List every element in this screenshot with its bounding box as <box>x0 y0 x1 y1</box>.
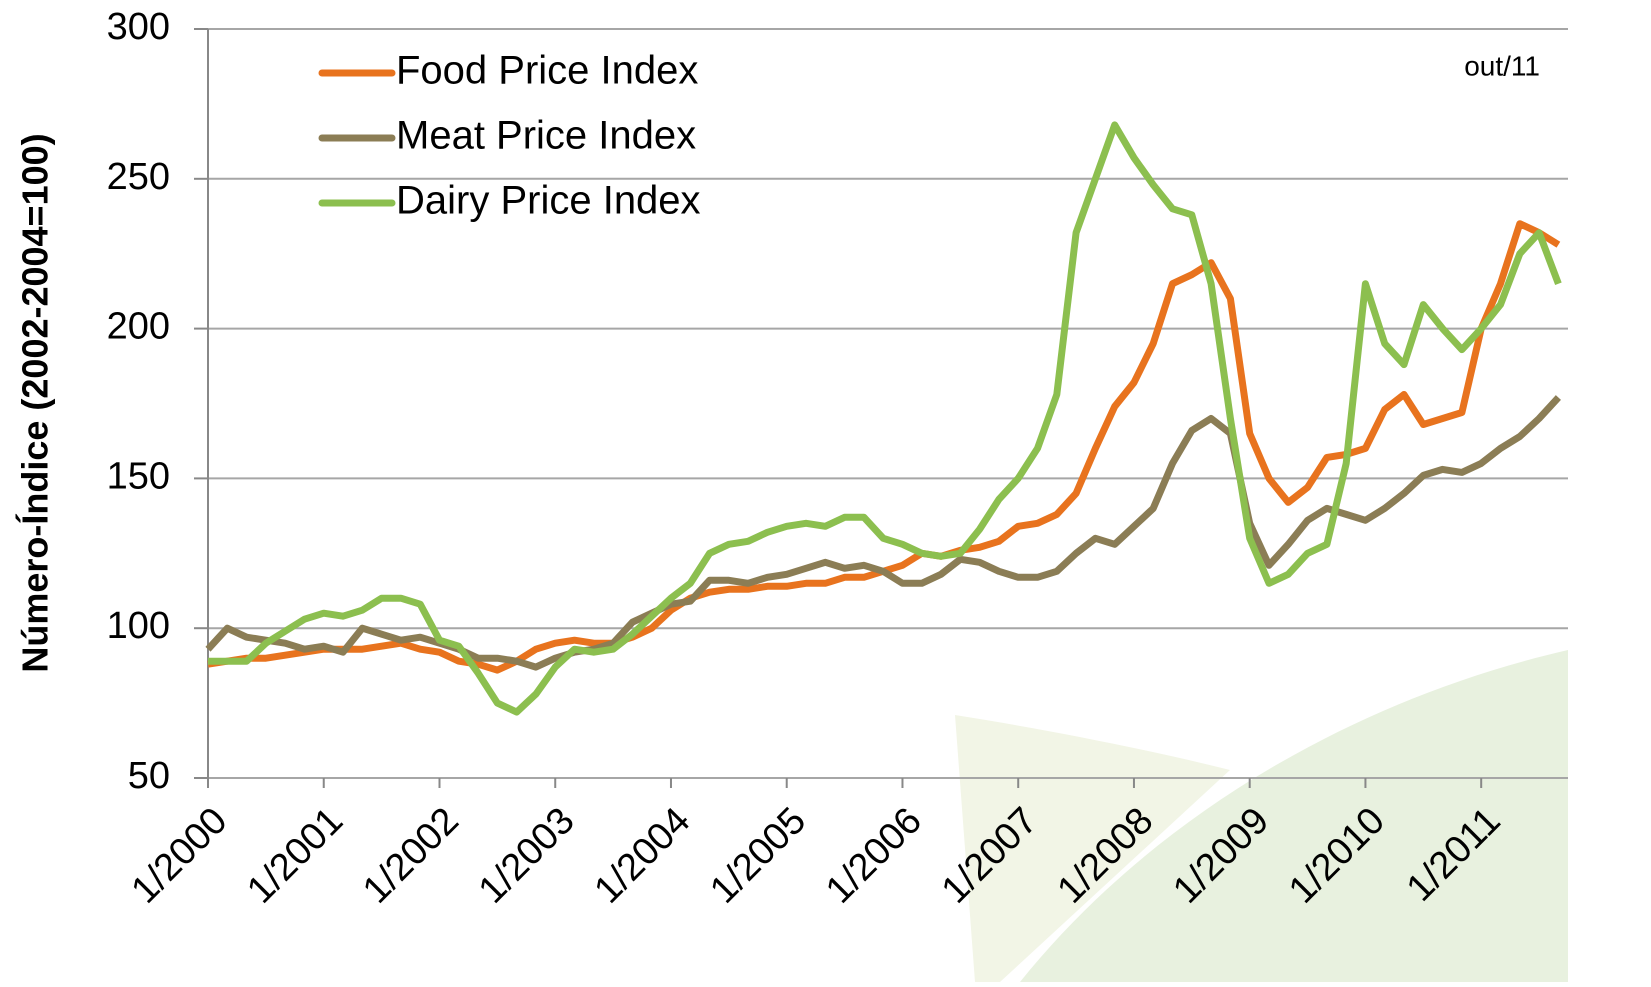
data-line <box>208 121 1562 716</box>
x-tick-label: 1/2005 <box>702 800 814 912</box>
y-tick-label: 250 <box>107 156 170 198</box>
legend-label: Food Price Index <box>396 49 698 93</box>
background-decoration <box>955 715 1230 982</box>
y-axis-label: Número-Índice (2002-2004=100) <box>15 133 56 672</box>
y-tick-label: 100 <box>107 605 170 647</box>
x-tick-label: 1/2006 <box>818 800 930 912</box>
y-tick-label: 200 <box>107 306 170 348</box>
background-decoration <box>1020 650 1568 982</box>
y-tick-label: 150 <box>107 455 170 497</box>
data-line <box>205 395 1561 671</box>
x-tick-label: 1/2002 <box>355 800 467 912</box>
legend-label: Meat Price Index <box>396 114 696 158</box>
y-tick-label: 300 <box>107 6 170 48</box>
x-tick-label: 1/2001 <box>239 800 351 912</box>
x-tick-label: 1/2000 <box>124 800 236 912</box>
x-tick-label: 1/2004 <box>587 800 699 912</box>
legend-label: Dairy Price Index <box>396 179 701 223</box>
y-tick-label: 50 <box>128 755 170 797</box>
annotation: out/11 <box>1464 50 1540 81</box>
x-tick-label: 1/2003 <box>471 800 583 912</box>
